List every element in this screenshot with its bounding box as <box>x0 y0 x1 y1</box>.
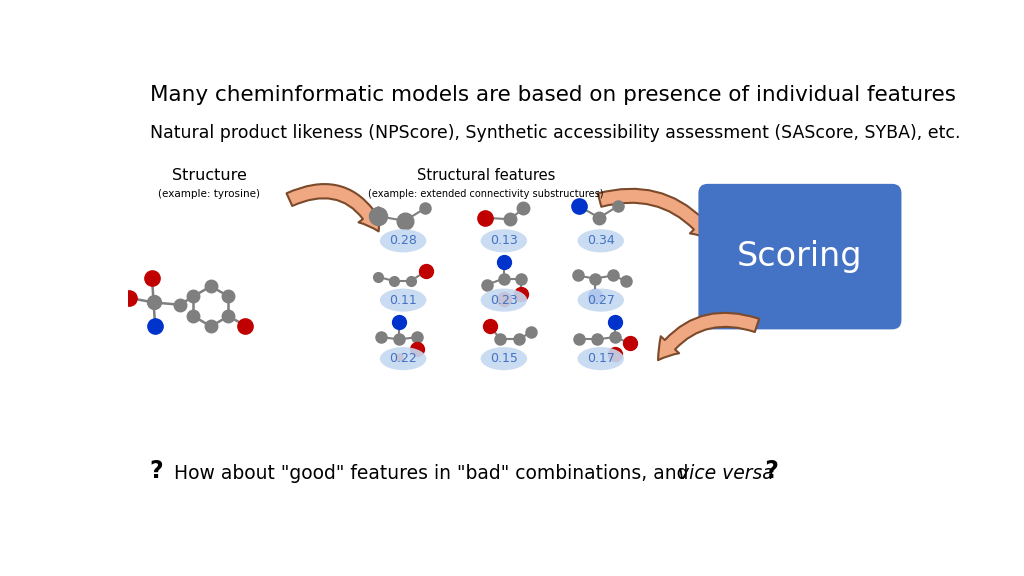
Text: 0.11: 0.11 <box>389 294 417 306</box>
Ellipse shape <box>380 347 426 370</box>
Text: Structure: Structure <box>172 168 247 183</box>
FancyArrowPatch shape <box>287 184 379 232</box>
Text: 0.17: 0.17 <box>587 352 614 365</box>
Text: 0.34: 0.34 <box>587 234 614 247</box>
Text: 0.15: 0.15 <box>489 352 518 365</box>
Text: Many cheminformatic models are based on presence of individual features: Many cheminformatic models are based on … <box>150 85 955 105</box>
Ellipse shape <box>380 229 426 252</box>
Ellipse shape <box>578 289 624 312</box>
Text: ?: ? <box>758 460 779 483</box>
Text: How about "good" features in "bad" combinations, and: How about "good" features in "bad" combi… <box>168 464 695 483</box>
FancyArrowPatch shape <box>598 189 712 240</box>
Text: 0.23: 0.23 <box>490 294 518 306</box>
FancyArrowPatch shape <box>658 313 759 360</box>
Ellipse shape <box>480 229 527 252</box>
Ellipse shape <box>480 347 527 370</box>
Text: Structural features: Structural features <box>417 168 555 183</box>
Text: vice versa: vice versa <box>678 464 774 483</box>
Text: (example: tyrosine): (example: tyrosine) <box>159 190 260 199</box>
Ellipse shape <box>380 289 426 312</box>
Text: 0.13: 0.13 <box>490 234 518 247</box>
FancyBboxPatch shape <box>698 184 901 329</box>
Text: Natural product likeness (NPScore), Synthetic accessibility assessment (SAScore,: Natural product likeness (NPScore), Synt… <box>150 124 961 142</box>
Text: 0.28: 0.28 <box>389 234 417 247</box>
Text: Scoring: Scoring <box>737 240 862 273</box>
Ellipse shape <box>578 229 624 252</box>
Text: 0.27: 0.27 <box>587 294 614 306</box>
Text: ?: ? <box>150 460 163 483</box>
Ellipse shape <box>578 347 624 370</box>
Text: 0.22: 0.22 <box>389 352 417 365</box>
Ellipse shape <box>480 289 527 312</box>
Text: (example: extended connectivity substructures): (example: extended connectivity substruc… <box>369 190 604 199</box>
